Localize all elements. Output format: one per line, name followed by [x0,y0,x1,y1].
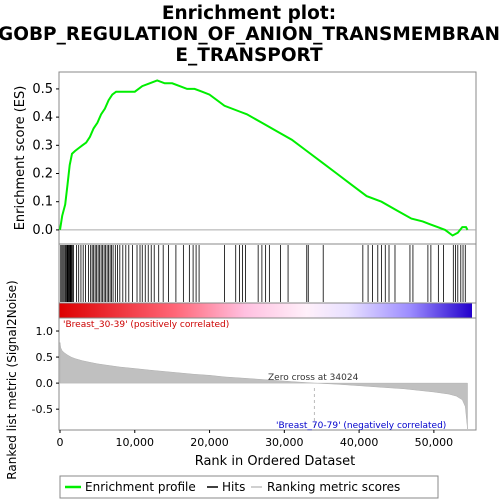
x-tick-label: 20,000 [190,436,229,449]
es-y-axis-label: Enrichment score (ES) [13,86,28,231]
x-tick-label: 0 [57,436,64,449]
enrichment-profile-line [59,79,469,237]
metric-y-tick-label: -0.5 [32,403,53,416]
legend-frame [59,475,439,499]
es-y-ticks: 0.0 0.1 0.2 0.3 0.4 0.5 [32,82,59,238]
es-y-tick-label: 0.2 [32,167,53,182]
positive-correlation-label: 'Breast_30-39' (positively correlated) [63,320,229,330]
chart-title-line-2: GOBP_REGULATION_OF_ANION_TRANSMEMBRAN [0,24,500,45]
correlation-bar [58,302,477,319]
legend-metric-label: Ranking metric scores [267,480,400,494]
es-y-tick-label: 0.3 [32,138,53,153]
x-tick-label: 40,000 [340,436,379,449]
x-tick-label: 50,000 [415,436,454,449]
es-y-tick-label: 0.1 [32,195,53,210]
hits-panel-frame [58,243,477,304]
chart-title-line-3: E_TRANSPORT [175,45,323,66]
negative-correlation-label: 'Breast_70-79' (negatively correlated) [276,421,446,431]
correlation-gradient-bar [59,303,472,318]
metric-x-ticks: 0 10,000 20,000 30,000 40,000 50,000 [57,430,454,449]
ranking-metric-area [59,342,468,430]
es-y-tick-label: 0.5 [32,82,53,97]
metric-y-tick-label: 1.0 [36,325,54,338]
x-tick-label: 30,000 [265,436,304,449]
metric-y-axis-label: Ranked list metric (Signal2Noise) [5,280,19,479]
legend-enrichment-label: Enrichment profile [85,480,196,494]
x-axis-label: Rank in Ordered Dataset [195,454,356,469]
zero-cross-label: Zero cross at 34024 [268,373,359,383]
hits-markers [60,245,466,302]
metric-y-ticks: -0.5 0.0 0.5 1.0 [32,325,59,416]
x-tick-label: 10,000 [116,436,155,449]
es-y-tick-label: 0.0 [32,223,53,238]
metric-y-tick-label: 0.0 [36,377,54,390]
metric-y-tick-label: 0.5 [36,351,54,364]
es-panel: 0.0 0.1 0.2 0.3 0.4 0.5 Enrichment score (ES) [13,71,477,245]
hits-panel [58,243,477,304]
metric-panel: -0.5 0.0 0.5 1.0 0 10,000 20,000 30,000 40,000 5… [5,280,477,480]
legend: Enrichment profile Hits Ranking metric s… [59,475,439,499]
chart-title-line-1: Enrichment plot: [162,3,336,24]
legend-hits-label: Hits [222,480,245,494]
es-y-tick-label: 0.4 [32,110,53,125]
